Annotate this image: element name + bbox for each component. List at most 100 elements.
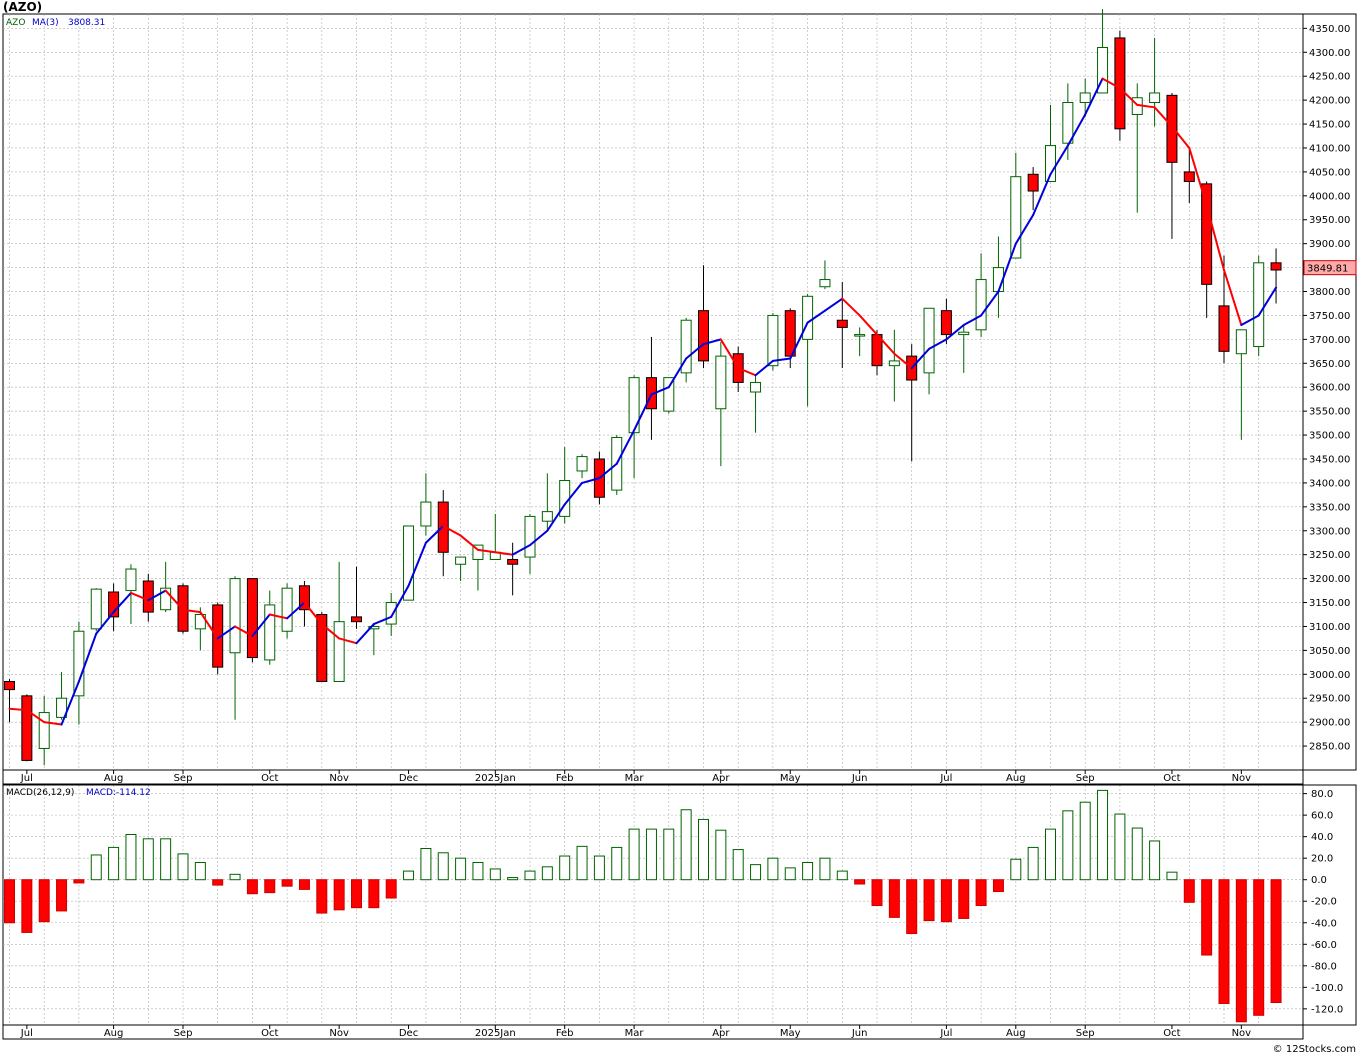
ma-line-segment [77, 632, 98, 683]
candle [455, 556, 467, 581]
macd-bar-positive [559, 855, 571, 881]
candle-up-body [680, 319, 692, 374]
macd-bar-negative [923, 879, 935, 922]
ma-line-segment [60, 680, 80, 726]
candle-up-body [750, 381, 762, 393]
price-tick-label: 3050.00 [1309, 646, 1350, 657]
ma-line-segment [1136, 103, 1156, 109]
macd-bar-negative [1235, 879, 1247, 1023]
candle [1270, 248, 1282, 304]
candle-up-body [1253, 262, 1265, 348]
macd-month-label: Oct [1163, 1028, 1180, 1039]
month-label: Sep [1076, 773, 1095, 784]
candle-down-body [1201, 183, 1213, 285]
ma-line-segment [1084, 77, 1104, 116]
ma-line-segment [95, 611, 115, 635]
macd-bar-positive [160, 838, 172, 881]
candle-up-body [767, 314, 779, 367]
macd-bar-negative [264, 879, 276, 894]
candle [923, 307, 935, 395]
month-label: Nov [329, 773, 349, 784]
macd-bar-negative [351, 879, 362, 909]
candle-up-body [56, 697, 68, 718]
candle-down-body [1114, 37, 1126, 130]
ma-line-segment [1118, 87, 1139, 106]
ma-line-segment [8, 707, 28, 712]
candle [802, 293, 814, 407]
ma-line-segment [268, 613, 289, 620]
ma-line-segment [1101, 77, 1121, 90]
candle [108, 583, 120, 632]
macd-bar-negative [281, 879, 293, 887]
macd-month-label: Feb [556, 1028, 574, 1039]
ma-line-segment [164, 589, 184, 611]
month-label: 2025Jan [475, 773, 516, 784]
price-tick-label: 3700.00 [1309, 335, 1350, 346]
ma-line-segment [945, 324, 965, 341]
ma-line-segment [25, 709, 46, 724]
macd-month-label: Oct [261, 1028, 278, 1039]
candle [715, 341, 727, 467]
macd-bar-positive [437, 852, 449, 881]
candle [507, 542, 519, 596]
candle-up-body [403, 525, 415, 601]
candle [246, 578, 258, 663]
candle-down-body [1183, 171, 1195, 182]
candle-up-body [576, 456, 588, 472]
candle [73, 621, 85, 725]
macd-bar-positive [802, 861, 814, 881]
macd-bar-negative [992, 879, 1004, 893]
candle-up-body [524, 515, 536, 558]
ma-line-segment [858, 314, 878, 336]
ma-line-segment [546, 503, 566, 532]
candle [854, 327, 866, 357]
macd-legend: MACD(26,12,9) MACD:-114.12 [6, 788, 151, 798]
ma-line-segment [1014, 213, 1035, 245]
ma-line-segment [129, 591, 150, 602]
macd-bar-positive [1097, 789, 1109, 881]
candle-up-body [628, 377, 640, 434]
macd-bar-negative [56, 879, 68, 912]
ma-line-segment [1257, 286, 1278, 317]
ma-line-segment [372, 615, 393, 626]
credit-text: © 12Stocks.com [1272, 1044, 1356, 1055]
month-label: Feb [556, 773, 574, 784]
candle-up-body [368, 625, 380, 630]
candle [958, 325, 970, 373]
price-axis-area [1302, 13, 1357, 771]
macd-bar-positive [524, 870, 536, 881]
macd-tick-label: -80.0 [1311, 961, 1337, 972]
ma-line-segment [286, 601, 306, 620]
macd-bar-positive [1045, 828, 1056, 881]
macd-bar-positive [541, 866, 553, 881]
candle-down-body [1218, 305, 1230, 352]
macd-bar-positive [229, 873, 241, 881]
price-tick-label: 4100.00 [1309, 143, 1350, 154]
candle-up-body [1235, 329, 1247, 355]
candle-up-body [229, 578, 241, 654]
macd-month-label: Dec [399, 1028, 418, 1039]
candle [1149, 37, 1161, 127]
candle [1183, 147, 1195, 203]
candle [1045, 104, 1056, 182]
macd-bar-negative [316, 879, 328, 914]
price-tick-label: 4350.00 [1309, 24, 1350, 35]
ma-line-segment [754, 359, 774, 377]
month-label: Oct [261, 773, 278, 784]
ma-line-segment [1153, 106, 1173, 128]
month-label: Jul [20, 773, 33, 784]
macd-bar-positive [1079, 801, 1091, 881]
macd-tick-label: 40.0 [1311, 832, 1333, 843]
macd-month-label: 2025Jan [475, 1028, 516, 1039]
ma-line-segment [390, 584, 410, 618]
ma-line-segment [442, 524, 462, 537]
legend-macd-value: MACD:-114.12 [86, 788, 151, 798]
price-tick-label: 3950.00 [1309, 215, 1350, 226]
macd-bar-negative [940, 879, 952, 923]
macd-bar-positive [836, 870, 848, 881]
ma-line-segment [650, 386, 670, 396]
candle [663, 377, 675, 414]
ma-line-segment [338, 637, 358, 645]
macd-bar-positive [455, 857, 467, 881]
